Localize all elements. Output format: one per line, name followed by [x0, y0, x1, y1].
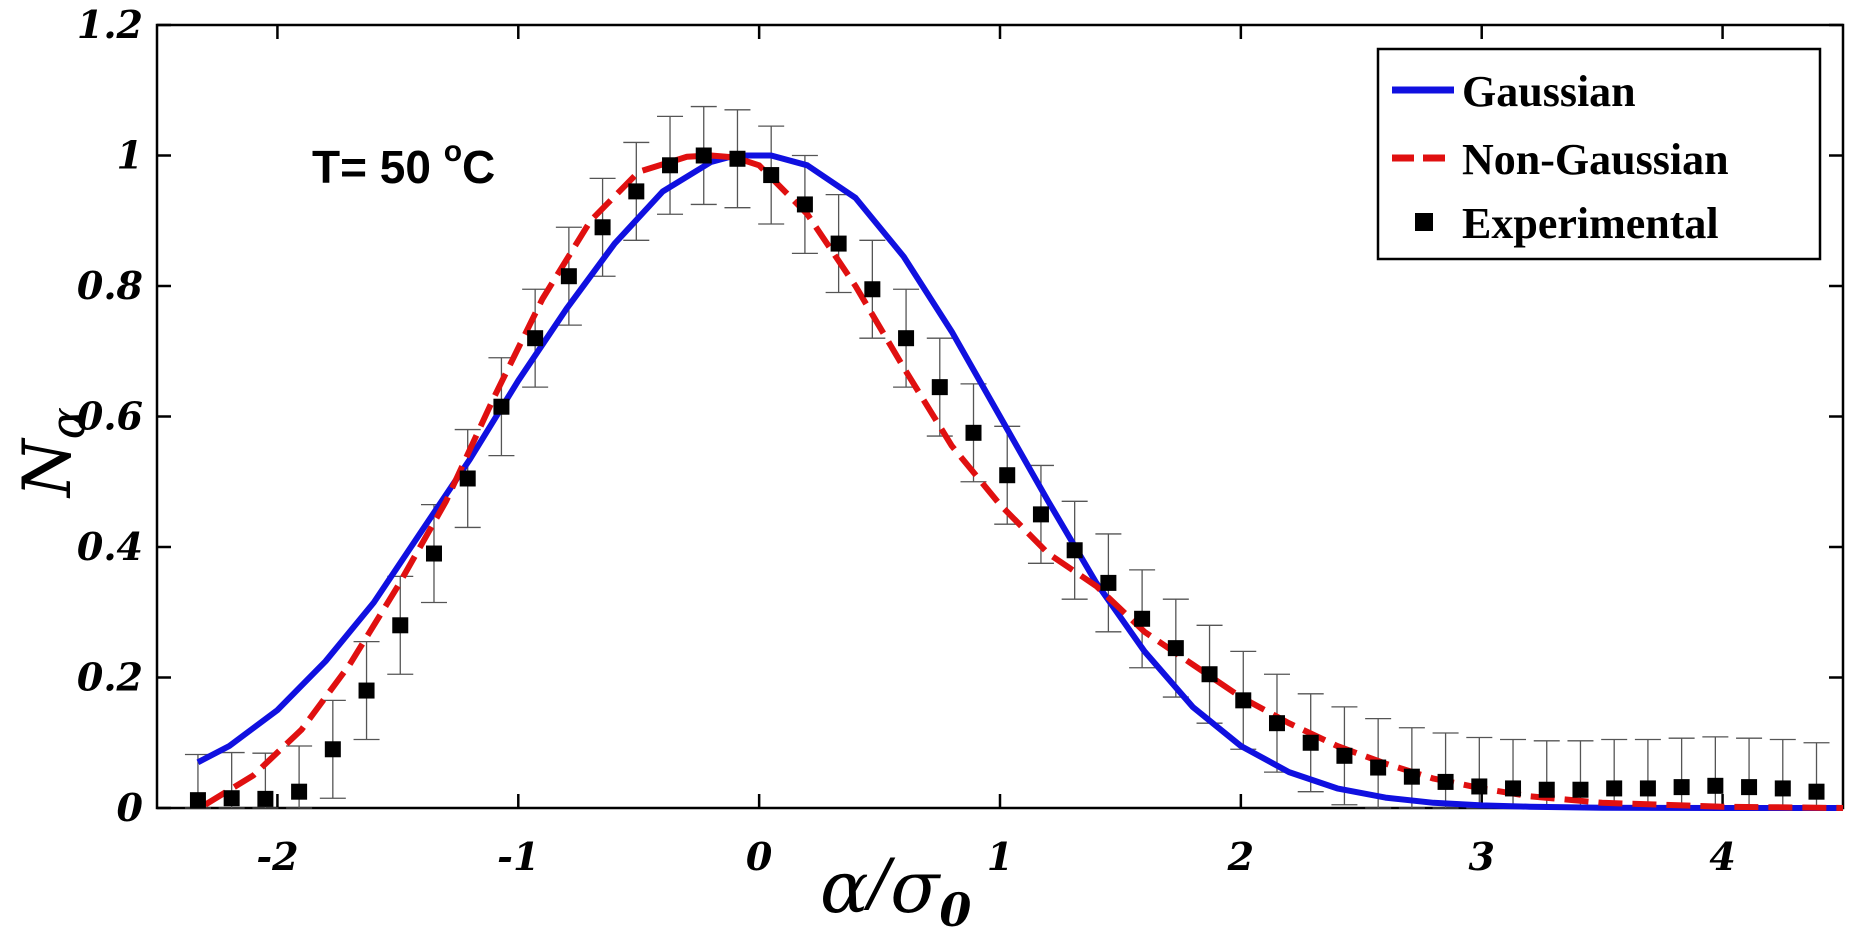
y-tick-label: 0 [117, 785, 144, 830]
experimental-point [1268, 715, 1285, 732]
legend-nongaussian-label: Non-Gaussian [1462, 135, 1729, 184]
experimental-point [257, 790, 274, 807]
experimental-point [1471, 778, 1488, 795]
temperature-annotation: T= 50 oC [312, 135, 495, 193]
x-tick-label: 2 [1227, 834, 1254, 879]
y-axis-label-sub: α [40, 407, 96, 439]
temperature-unit: C [462, 141, 495, 193]
experimental-point [1302, 734, 1319, 751]
y-axis-label-main: N [9, 437, 86, 499]
experimental-point [1606, 780, 1623, 797]
x-axis-label-slash: / [863, 846, 896, 920]
error-bar [1432, 732, 1459, 809]
experimental-point [1235, 692, 1252, 709]
x-tick-label: -2 [256, 834, 298, 879]
y-tick-label: 1 [117, 133, 143, 178]
experimental-point [898, 330, 915, 347]
x-tick-label: 3 [1468, 834, 1494, 879]
experimental-point [1032, 506, 1049, 523]
experimental-point [560, 268, 577, 285]
experimental-point [1100, 574, 1117, 591]
y-tick-label: 0.2 [77, 655, 143, 700]
gaussian-curve [196, 152, 1843, 811]
experimental-point [931, 379, 948, 396]
experimental-point [628, 183, 645, 200]
axis-ticks [157, 23, 1843, 810]
y-tick-label: 0.6 [77, 394, 143, 439]
legend-experimental-label: Experimental [1462, 199, 1719, 248]
experimental-point [864, 281, 881, 298]
experimental-point [830, 235, 847, 252]
experimental-point [493, 398, 510, 415]
x-tick-label: -1 [497, 834, 539, 879]
experimental-point [1673, 779, 1690, 796]
experimental-point [796, 196, 813, 213]
experimental-point [1134, 610, 1151, 627]
experimental-point [1336, 747, 1353, 764]
experimental-point [1201, 666, 1218, 683]
experimental-point [1437, 773, 1454, 790]
y-tick-label: 0.4 [77, 524, 143, 569]
experimental-point [695, 147, 712, 164]
experimental-point [1741, 779, 1758, 796]
experimental-point [1707, 777, 1724, 794]
error-bar [1398, 727, 1425, 809]
experimental-point [1167, 640, 1184, 657]
y-axis-label: Nα [9, 407, 96, 499]
experimental-point [425, 545, 442, 562]
experimental-point [1370, 759, 1387, 776]
temperature-degree: o [444, 135, 462, 168]
experimental-point [594, 219, 611, 236]
y-tick-label: 0.8 [77, 263, 143, 308]
x-axis-label-sub: 0 [939, 883, 971, 937]
experimental-point [527, 330, 544, 347]
experimental-point [763, 167, 780, 184]
experimental-point [729, 150, 746, 167]
experimental-point [1538, 781, 1555, 798]
experimental-markers [189, 147, 1825, 809]
legend-gaussian-label: Gaussian [1462, 67, 1636, 116]
experimental-point [1774, 780, 1791, 797]
experimental-point [392, 617, 409, 634]
experimental-point [999, 467, 1016, 484]
experimental-point [1403, 768, 1420, 785]
y-tick-labels: 0 0.2 0.4 0.6 0.8 1 1.2 [77, 2, 144, 830]
temperature-prefix: T= 50 [312, 141, 444, 193]
y-tick-label: 1.2 [77, 2, 143, 47]
x-tick-label: 0 [746, 834, 773, 879]
x-axis-label: α/σ0 [820, 845, 971, 937]
legend-experimental-swatch [1415, 213, 1433, 231]
experimental-point [1505, 780, 1522, 797]
experimental-point [1808, 783, 1825, 800]
experimental-point [459, 470, 476, 487]
experimental-point [358, 682, 375, 699]
experimental-point [189, 792, 206, 809]
experimental-point [291, 783, 308, 800]
x-tick-label: 4 [1709, 834, 1735, 879]
experimental-point [324, 741, 341, 758]
experimental-point [1572, 781, 1589, 798]
x-tick-label: 1 [987, 834, 1013, 879]
experimental-point [223, 790, 240, 807]
x-axis-label-main: α [820, 845, 869, 929]
experimental-point [1066, 542, 1083, 559]
experimental-point [1639, 780, 1656, 797]
experimental-point [965, 424, 982, 441]
x-axis-label-sigma: σ [890, 845, 941, 929]
legend: Gaussian Non-Gaussian Experimental [1376, 47, 1822, 261]
experimental-point [662, 157, 679, 174]
x-tick-labels: -2 -1 0 1 2 3 4 [256, 834, 1735, 879]
legend-box [1376, 47, 1822, 261]
